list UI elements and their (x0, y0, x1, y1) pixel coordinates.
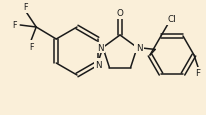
Text: N: N (97, 44, 103, 52)
Text: N: N (96, 60, 102, 69)
Text: F: F (12, 21, 16, 30)
Text: F: F (23, 3, 27, 12)
Text: N: N (136, 44, 142, 52)
Text: O: O (117, 9, 123, 18)
Text: F: F (29, 42, 33, 51)
Text: F: F (195, 69, 200, 78)
Text: Cl: Cl (168, 15, 176, 24)
